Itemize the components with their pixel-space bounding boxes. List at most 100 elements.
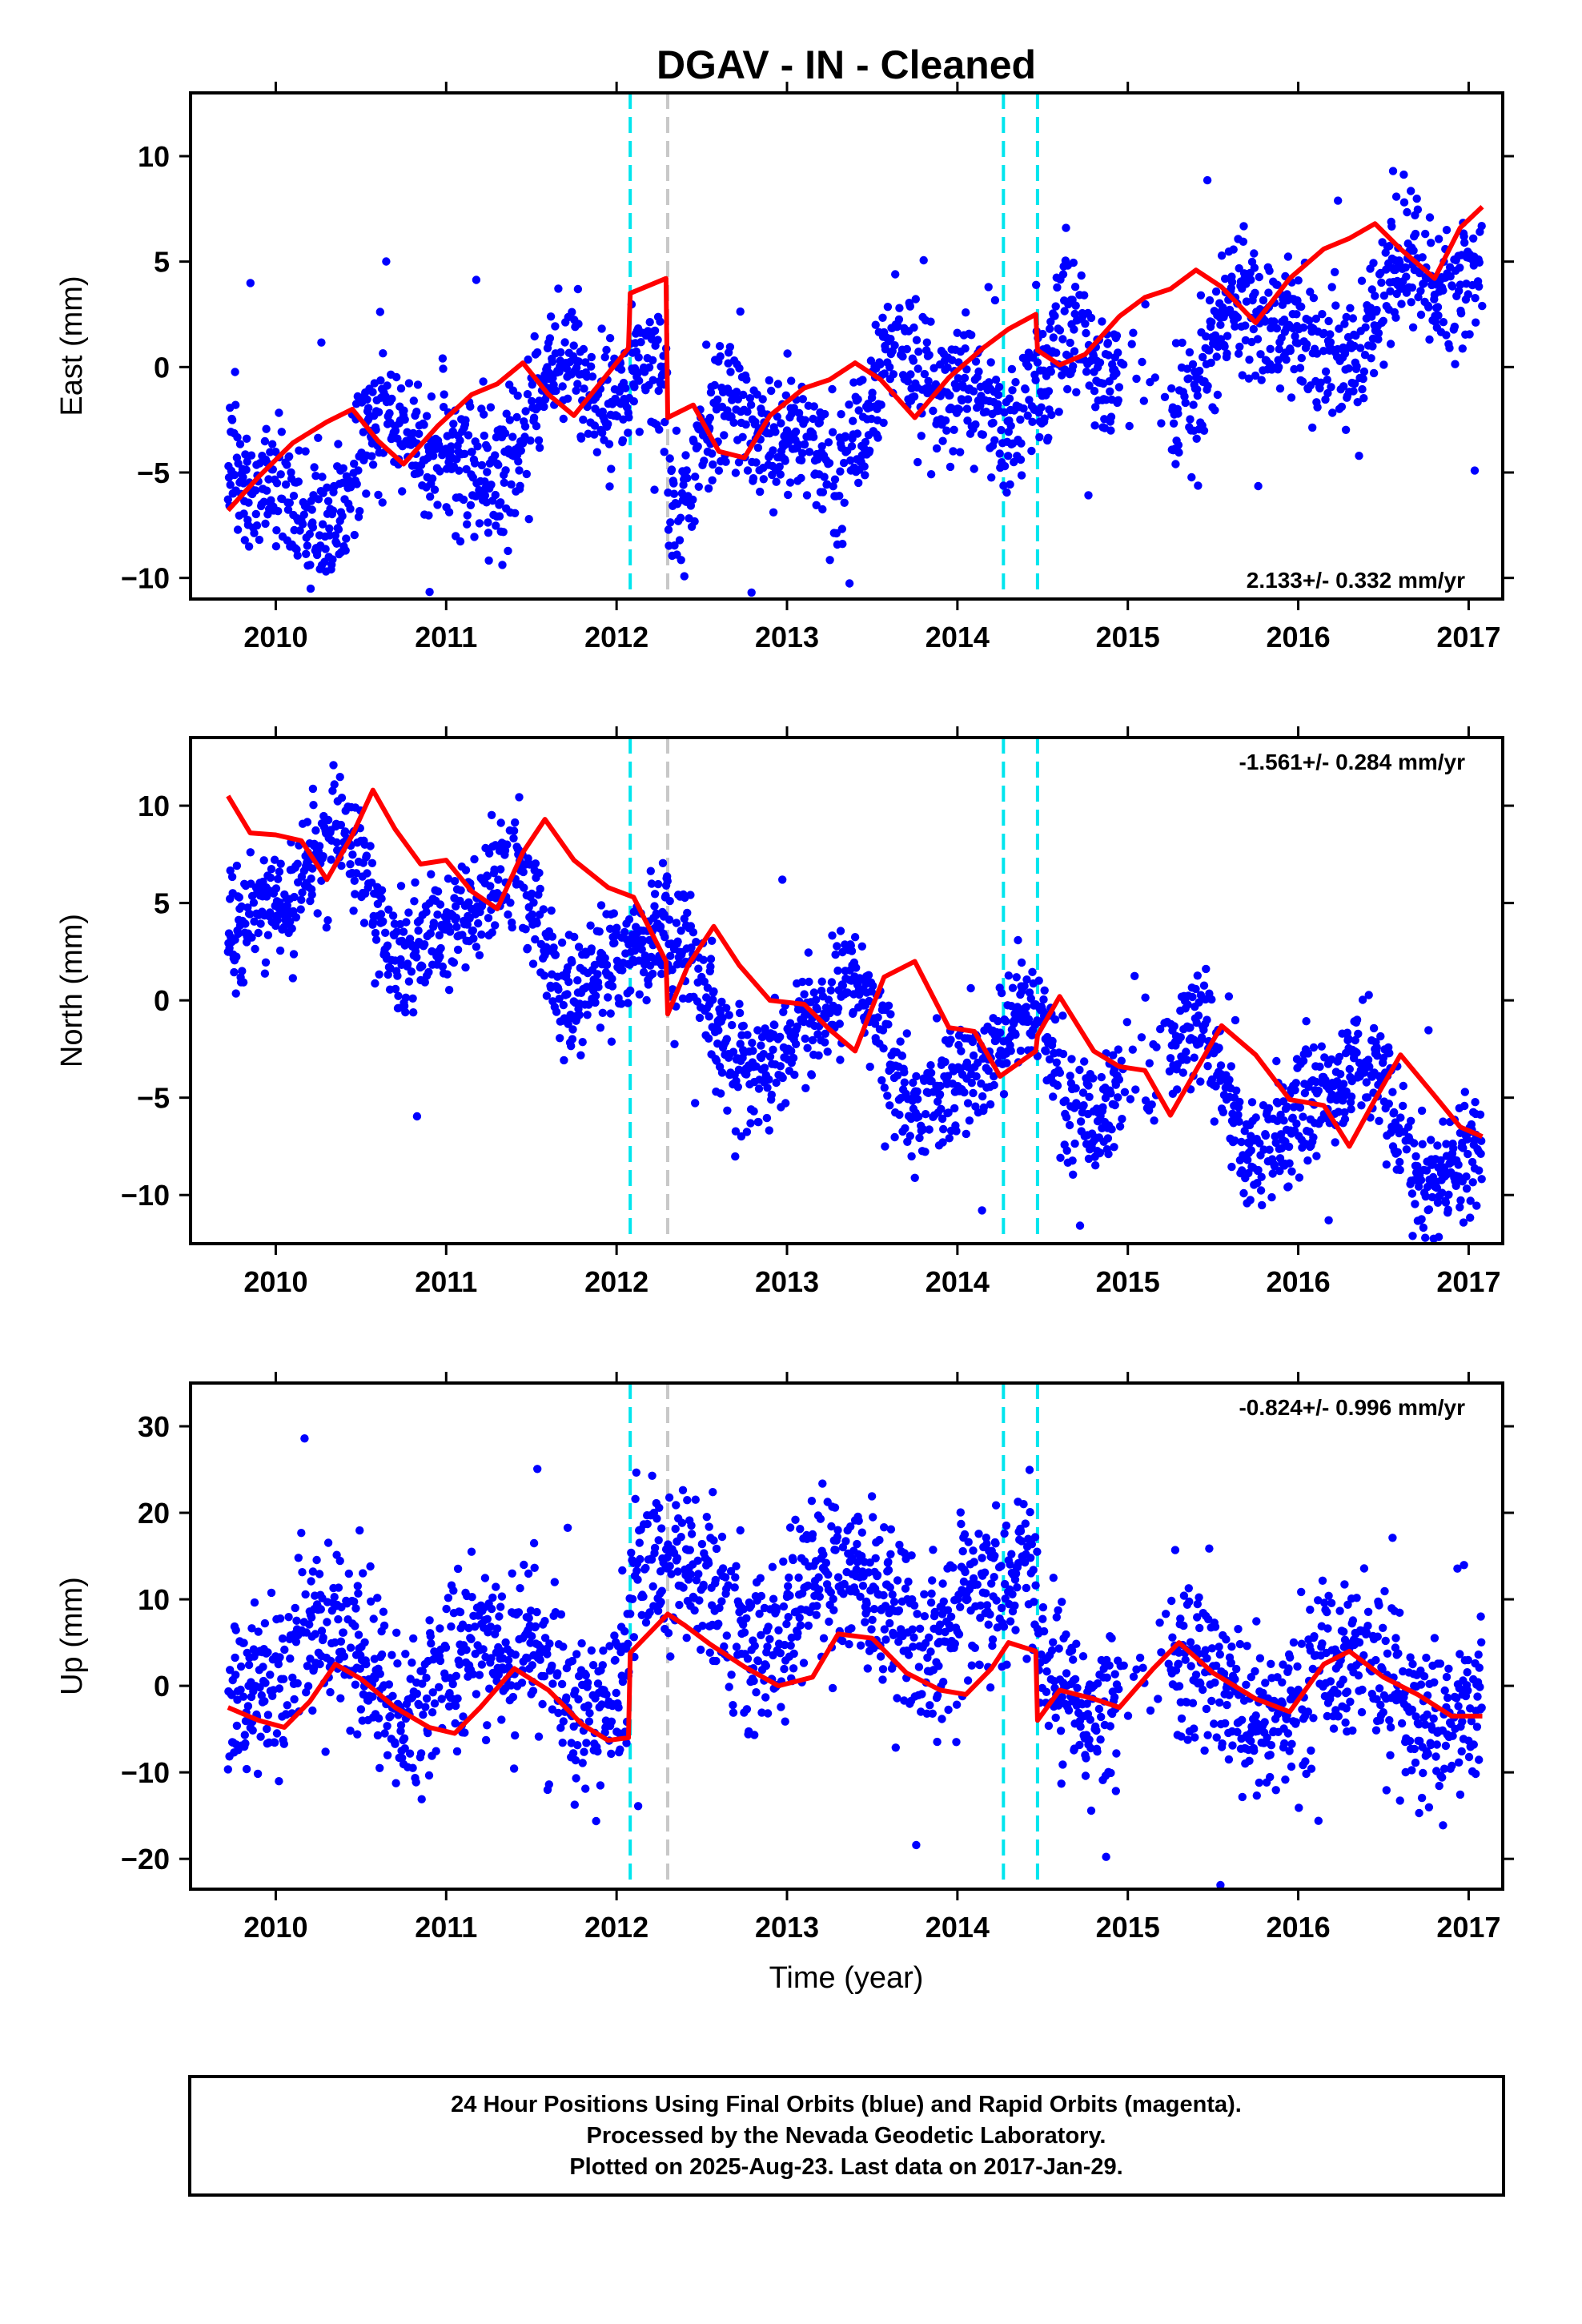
data-point — [986, 358, 995, 367]
data-point — [956, 448, 965, 456]
data-point — [1028, 417, 1037, 426]
data-point — [1000, 461, 1010, 471]
data-point — [1017, 471, 1026, 480]
data-point — [1470, 466, 1480, 475]
data-point — [1062, 1113, 1071, 1122]
data-point — [865, 1062, 874, 1072]
data-point — [644, 363, 654, 372]
data-point — [773, 380, 783, 388]
data-point — [485, 849, 494, 858]
data-point — [573, 380, 582, 388]
data-point — [1141, 300, 1150, 309]
data-point — [351, 869, 361, 878]
data-point — [433, 887, 443, 896]
data-point — [797, 456, 806, 464]
data-point — [1285, 1159, 1294, 1168]
data-point — [1411, 1200, 1419, 1208]
data-point — [287, 468, 295, 477]
data-point — [239, 509, 248, 518]
data-point — [346, 1643, 355, 1652]
data-point — [1283, 252, 1293, 261]
data-point — [1110, 1100, 1119, 1110]
data-point — [466, 501, 476, 509]
data-point — [994, 400, 1002, 409]
data-point — [963, 395, 973, 404]
data-point — [424, 1728, 432, 1738]
data-point — [1324, 1216, 1333, 1225]
data-point — [691, 472, 700, 481]
data-point — [1388, 167, 1398, 175]
data-point — [1166, 1054, 1175, 1063]
data-point — [513, 391, 522, 400]
data-point — [299, 510, 308, 519]
data-point — [660, 448, 669, 456]
data-point — [306, 896, 315, 906]
data-point — [1436, 1156, 1445, 1165]
data-point — [754, 1084, 764, 1093]
data-point — [1131, 1085, 1140, 1094]
data-point — [655, 1503, 664, 1513]
data-point — [303, 818, 312, 826]
data-point — [1312, 1152, 1321, 1160]
data-point — [1259, 296, 1268, 305]
data-point — [1120, 1088, 1130, 1097]
data-point — [384, 1680, 394, 1689]
data-point — [873, 433, 882, 442]
data-point — [757, 1591, 766, 1601]
data-point — [1033, 358, 1042, 367]
data-point — [853, 395, 862, 404]
data-point — [641, 1618, 651, 1627]
data-point — [725, 1683, 733, 1691]
data-point — [332, 539, 341, 548]
data-point — [414, 926, 423, 935]
data-point — [709, 995, 717, 1004]
data-point — [1476, 1149, 1485, 1159]
data-point — [452, 1671, 460, 1680]
data-point — [1256, 1186, 1266, 1195]
data-point — [952, 1127, 961, 1136]
data-point — [919, 255, 928, 265]
data-point — [735, 364, 744, 373]
data-point — [1331, 267, 1339, 276]
data-point — [1189, 400, 1198, 409]
data-point — [1391, 313, 1400, 322]
plot-frame-north — [189, 736, 1504, 1245]
data-point — [1193, 971, 1203, 980]
data-point — [1464, 1149, 1472, 1159]
data-point — [1352, 1015, 1362, 1024]
data-point — [363, 869, 371, 878]
data-point — [808, 1035, 817, 1045]
data-point — [1165, 1067, 1174, 1076]
data-point — [821, 1029, 830, 1039]
data-point — [964, 1063, 973, 1072]
data-point — [468, 926, 477, 935]
model-fit-line — [226, 787, 1484, 1149]
data-point — [274, 1659, 283, 1669]
data-point — [294, 477, 303, 486]
data-point — [230, 470, 239, 480]
data-point — [548, 1661, 556, 1671]
data-point — [708, 936, 717, 946]
data-point — [453, 1694, 462, 1703]
data-point — [1291, 332, 1299, 341]
data-point — [737, 1132, 746, 1141]
data-point — [363, 395, 371, 404]
data-point — [709, 1536, 718, 1545]
data-point — [1397, 300, 1406, 308]
data-point — [428, 1688, 437, 1697]
data-point — [247, 933, 256, 942]
data-point — [1295, 1173, 1304, 1182]
data-point — [1256, 350, 1265, 359]
data-point — [960, 1088, 969, 1097]
data-point — [1191, 984, 1200, 994]
data-point — [284, 1613, 293, 1622]
plot-area-north — [223, 738, 1486, 1244]
data-point — [1110, 1143, 1118, 1152]
data-point — [966, 983, 975, 993]
data-point — [1028, 967, 1037, 977]
data-point — [602, 1690, 611, 1699]
data-point — [664, 525, 673, 534]
data-point — [317, 338, 326, 347]
data-point — [1103, 339, 1113, 348]
data-point — [587, 352, 596, 362]
